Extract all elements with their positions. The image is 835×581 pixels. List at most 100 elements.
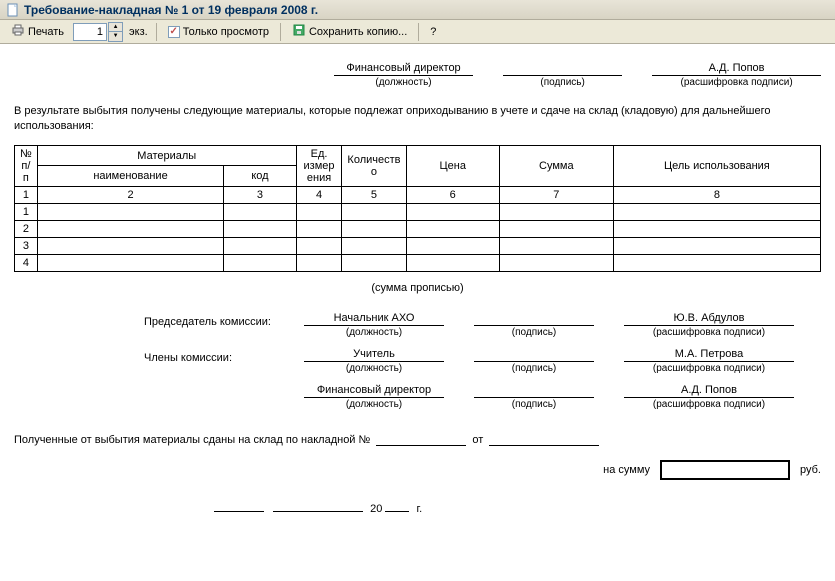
save-copy-button[interactable]: Сохранить копию...: [285, 20, 414, 43]
member2-name: А.Д. Попов (расшифровка подписи): [624, 384, 794, 410]
year-suffix: г.: [417, 503, 423, 515]
top-signature-caption: (подпись): [503, 77, 622, 88]
caption: (подпись): [474, 399, 594, 410]
copies-input[interactable]: [73, 23, 107, 41]
table-body: 1 2 3 4: [15, 203, 821, 271]
table-row: 1: [15, 203, 821, 220]
print-label: Печать: [28, 26, 64, 38]
th-materials: Материалы: [37, 145, 296, 166]
caption: (должность): [304, 363, 444, 374]
copies-spinner[interactable]: ▲ ▼: [108, 22, 123, 42]
view-only-label: Только просмотр: [183, 26, 269, 38]
row-n: 2: [15, 220, 38, 237]
colnum: 3: [224, 186, 297, 203]
colnum: 6: [406, 186, 499, 203]
row-n: 4: [15, 254, 38, 271]
chair-name-value: Ю.В. Абдулов: [624, 312, 794, 326]
th-kod: код: [224, 166, 297, 187]
colnum: 1: [15, 186, 38, 203]
colnum: 7: [499, 186, 613, 203]
top-signature-row: Финансовый директор (должность) (подпись…: [14, 62, 821, 88]
handed-row: Полученные от выбытия материалы сданы на…: [14, 432, 821, 446]
date-row: 20 г.: [14, 498, 821, 515]
ot-label: от: [472, 434, 483, 446]
member2-name-value: А.Д. Попов: [624, 384, 794, 398]
top-name-value: А.Д. Попов: [652, 62, 821, 76]
spin-up-button[interactable]: ▲: [109, 23, 122, 32]
row-n: 1: [15, 203, 38, 220]
table-row: 3: [15, 237, 821, 254]
document-content: Финансовый директор (должность) (подпись…: [0, 44, 835, 535]
commission-block: Председатель комиссии: Начальник АХО (до…: [14, 312, 821, 410]
caption: (расшифровка подписи): [624, 399, 794, 410]
th-price: Цена: [406, 145, 499, 186]
materials-table: № п/п Материалы Ед. измер ения Количеств…: [14, 145, 821, 272]
help-icon: ?: [430, 26, 436, 38]
caption: (подпись): [474, 327, 594, 338]
caption: (расшифровка подписи): [624, 327, 794, 338]
top-position-caption: (должность): [334, 77, 473, 88]
checkmark-icon: ✓: [168, 26, 180, 38]
total-row: на сумму руб.: [14, 460, 821, 480]
signature-line: [474, 384, 594, 398]
th-npp: № п/п: [15, 145, 38, 186]
table-row: 4: [15, 254, 821, 271]
th-naim: наименование: [37, 166, 223, 187]
invoice-number-blank: [376, 432, 466, 446]
year-prefix: 20: [370, 503, 382, 515]
toolbar-separator: [418, 23, 419, 41]
chair-signature: (подпись): [474, 312, 594, 338]
caption: (должность): [304, 327, 444, 338]
view-only-toggle[interactable]: ✓ Только просмотр: [161, 23, 276, 41]
sum-words-caption: (сумма прописью): [14, 282, 821, 294]
print-button[interactable]: Печать: [4, 20, 71, 43]
spin-down-button[interactable]: ▼: [109, 32, 122, 41]
handed-text: Полученные от выбытия материалы сданы на…: [14, 434, 370, 446]
signature-line: [474, 312, 594, 326]
member1-position: Учитель (должность): [304, 348, 444, 374]
table-row: 2: [15, 220, 821, 237]
colnum: 8: [613, 186, 820, 203]
caption: (подпись): [474, 363, 594, 374]
member2-position: Финансовый директор (должность): [304, 384, 444, 410]
total-amount-box: [660, 460, 790, 480]
top-position-cell: Финансовый директор (должность): [334, 62, 473, 88]
toolbar-separator: [156, 23, 157, 41]
diskette-icon: [292, 23, 306, 40]
colnum: 4: [296, 186, 342, 203]
member2-signature: (подпись): [474, 384, 594, 410]
top-signature-line: [503, 62, 622, 76]
toolbar-separator: [280, 23, 281, 41]
save-copy-label: Сохранить копию...: [309, 26, 407, 38]
members-label: Члены комиссии:: [144, 348, 274, 374]
top-name-caption: (расшифровка подписи): [652, 77, 821, 88]
day-blank: [214, 498, 264, 512]
year-blank: [385, 498, 409, 512]
members-label-empty: [144, 384, 274, 410]
member2-position-value: Финансовый директор: [304, 384, 444, 398]
top-signature-cell: (подпись): [503, 62, 622, 88]
top-position-value: Финансовый директор: [334, 62, 473, 76]
printer-icon: [11, 23, 25, 40]
total-label: на сумму: [603, 464, 650, 476]
member1-position-value: Учитель: [304, 348, 444, 362]
copies-unit: экз.: [129, 26, 148, 38]
total-currency: руб.: [800, 464, 821, 476]
invoice-date-blank: [489, 432, 599, 446]
caption: (должность): [304, 399, 444, 410]
member1-name: М.А. Петрова (расшифровка подписи): [624, 348, 794, 374]
th-unit: Ед. измер ения: [296, 145, 342, 186]
member1-name-value: М.А. Петрова: [624, 348, 794, 362]
document-icon: [6, 3, 20, 17]
window-titlebar: Требование-накладная № 1 от 19 февраля 2…: [0, 0, 835, 20]
chair-position: Начальник АХО (должность): [304, 312, 444, 338]
caption: (расшифровка подписи): [624, 363, 794, 374]
signature-line: [474, 348, 594, 362]
member-row-1: Члены комиссии: Учитель (должность) (под…: [144, 348, 821, 374]
colnum: 2: [37, 186, 223, 203]
th-qty: Количеств о: [342, 145, 406, 186]
body-paragraph: В результате выбытия получены следующие …: [14, 104, 821, 135]
chair-row: Председатель комиссии: Начальник АХО (до…: [144, 312, 821, 338]
help-button[interactable]: ?: [423, 23, 443, 41]
chair-position-value: Начальник АХО: [304, 312, 444, 326]
